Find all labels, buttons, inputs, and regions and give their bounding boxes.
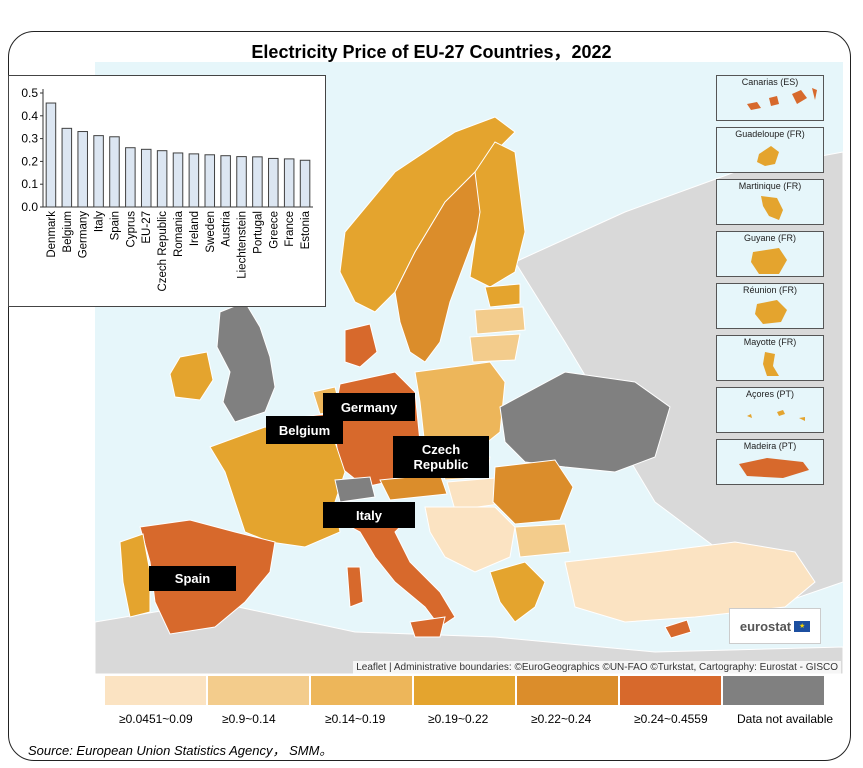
x-tick-label: Ireland [189, 211, 201, 246]
callout-germany: Germany [323, 393, 415, 421]
bar [109, 136, 120, 208]
callout-belgium: Belgium [266, 416, 343, 444]
bar [61, 127, 73, 208]
legend-label: ≥0.24~0.4559 [634, 712, 708, 726]
inset-guyane: Guyane (FR) [716, 231, 824, 277]
y-tick-label: 0.4 [21, 109, 38, 123]
legend-swatch [311, 676, 412, 705]
romania [492, 459, 574, 525]
cyprus [664, 619, 692, 639]
bar [283, 158, 295, 208]
legend-swatch [723, 676, 824, 705]
x-tick-label: Czech Republic [157, 211, 169, 292]
finland [469, 141, 526, 288]
callout-spain: Spain [149, 566, 236, 591]
bar [252, 156, 263, 208]
bar [45, 102, 57, 208]
bar [204, 154, 216, 208]
x-tick-label: Portugal [252, 211, 264, 254]
inset-martinique: Martinique (FR) [716, 179, 824, 225]
bar [299, 159, 311, 208]
x-tick-label: Denmark [46, 211, 58, 258]
greece [489, 561, 546, 623]
legend-swatch [208, 676, 309, 705]
bar [140, 148, 152, 208]
sweden [394, 171, 491, 363]
legend-swatch [105, 676, 206, 705]
x-tick-label: Sweden [205, 211, 217, 253]
legend-label: ≥0.14~0.19 [325, 712, 386, 726]
x-tick-label: Germany [78, 211, 90, 259]
y-tick-label: 0.0 [21, 200, 38, 214]
portugal [119, 533, 151, 618]
callout-italy: Italy [323, 502, 415, 528]
x-tick-label: Cyprus [125, 211, 137, 248]
x-tick-label: Belgium [62, 211, 74, 253]
price-bar-chart: 0.0 0.1 0.2 0.3 0.4 0.5 Denmark Belgium Germany I… [8, 75, 326, 307]
x-tick-label: Austria [221, 210, 233, 246]
x-tick-label: Romania [173, 210, 185, 257]
bar [268, 157, 279, 208]
inset-acores: Açores (PT) [716, 387, 824, 433]
legend-swatch [414, 676, 515, 705]
legend-label: ≥0.0451~0.09 [119, 712, 193, 726]
bar [236, 156, 247, 208]
united-kingdom [216, 301, 276, 423]
legend-swatch [517, 676, 618, 705]
bar [77, 131, 88, 208]
ireland [169, 351, 214, 401]
inset-madeira: Madeira (PT) [716, 439, 824, 485]
legend-labels: ≥0.0451~0.09 ≥0.9~0.14 ≥0.14~0.19 ≥0.19~0.2… [105, 712, 845, 728]
x-tick-label: Greece [268, 211, 280, 249]
switzerland [334, 476, 376, 503]
bulgaria [514, 523, 571, 558]
outside-land-africa [95, 601, 843, 674]
y-tick-label: 0.1 [21, 177, 38, 191]
y-tick-label: 0.3 [21, 132, 38, 146]
bar [188, 153, 200, 208]
turkey [564, 541, 816, 623]
legend-label: ≥0.9~0.14 [222, 712, 276, 726]
bar-chart-svg: 0.0 0.1 0.2 0.3 0.4 0.5 Denmark Belgium Germany I… [21, 86, 313, 292]
eu-flag-icon: ★ [794, 620, 811, 632]
x-tick-label: Liechtenstein [237, 211, 249, 279]
x-tick-label: Spain [109, 211, 121, 240]
legend-label: ≥0.22~0.24 [531, 712, 592, 726]
latvia [474, 306, 526, 335]
inset-reunion: Réunion (FR) [716, 283, 824, 329]
bar [172, 152, 184, 208]
denmark [344, 323, 378, 368]
legend-swatch [620, 676, 721, 705]
map-attribution[interactable]: Leaflet | Administrative boundaries: ©Eu… [353, 661, 841, 674]
color-legend [105, 676, 826, 706]
inset-canarias: Canarias (ES) [716, 75, 824, 121]
x-tick-label: EU-27 [141, 211, 153, 244]
balkans [424, 506, 516, 573]
lithuania [469, 333, 521, 363]
bar [156, 150, 168, 208]
legend-label: ≥0.19~0.22 [428, 712, 489, 726]
ukraine [499, 371, 671, 473]
chart-title: Electricity Price of EU-27 Countries，202… [251, 42, 612, 62]
sicily [409, 616, 446, 638]
y-tick-label: 0.5 [21, 86, 38, 100]
x-tick-label: Italy [94, 211, 106, 232]
y-tick-label: 0.2 [21, 154, 38, 168]
callout-czech: Czech Republic [393, 436, 489, 478]
estonia [484, 283, 521, 308]
source-note: Source: European Union Statistics Agency… [28, 743, 333, 758]
eurostat-logo: eurostat ★ [729, 608, 821, 644]
x-tick-label: France [284, 211, 296, 247]
x-tick-label: Estonia [300, 210, 312, 249]
sardinia [346, 566, 364, 608]
bar [93, 135, 104, 208]
legend-label: Data not available [737, 712, 834, 726]
bar [125, 147, 136, 208]
inset-mayotte: Mayotte (FR) [716, 335, 824, 381]
bar [220, 155, 231, 208]
hungary [446, 477, 501, 511]
inset-guadeloupe: Guadeloupe (FR) [716, 127, 824, 173]
